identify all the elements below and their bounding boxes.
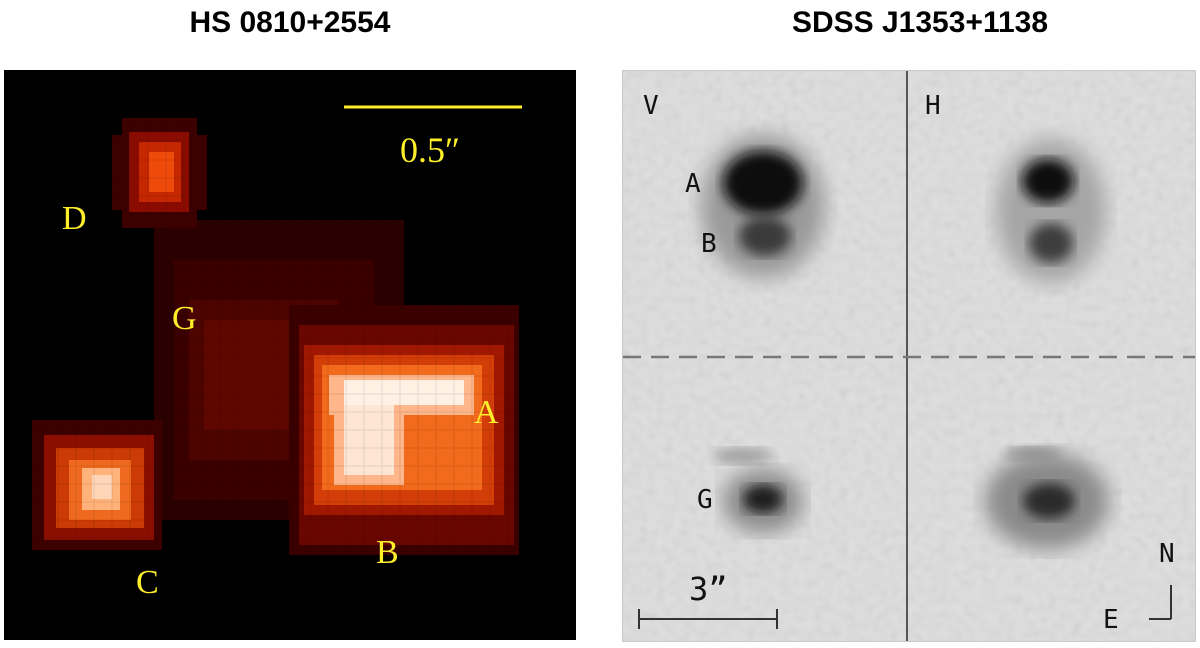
lens-image-sdss1353: V H A B G 3” N E xyxy=(622,70,1196,642)
lens-image-canvas xyxy=(4,70,576,640)
right-figure-title: SDSS J1353+1138 xyxy=(791,6,1049,39)
image-label-c: C xyxy=(136,564,159,601)
lens-image-hs0810: 0.5″ D G A B C xyxy=(4,70,576,640)
h-band-galaxy xyxy=(985,447,1109,549)
v-band-galaxy xyxy=(713,448,803,533)
grayscale-image-canvas xyxy=(623,71,1195,641)
image-label-g: G xyxy=(697,485,713,515)
image-label-a: A xyxy=(685,169,701,199)
image-label-b: B xyxy=(701,229,717,259)
h-band-quasar-ab xyxy=(996,139,1106,283)
image-label-a: A xyxy=(474,394,499,431)
image-label-b: B xyxy=(376,534,399,571)
left-figure-title: HS 0810+2554 xyxy=(189,6,391,39)
band-label-h: H xyxy=(925,91,941,121)
compass-arrows xyxy=(1149,585,1172,620)
scale-bar-label: 3” xyxy=(689,570,728,608)
compass-north-label: N xyxy=(1159,539,1175,569)
band-label-v: V xyxy=(643,91,659,121)
scale-bar-label: 0.5″ xyxy=(400,130,460,170)
compass-east-label: E xyxy=(1103,605,1119,635)
arcsec-scale-bar xyxy=(638,609,778,629)
v-band-quasar-ab xyxy=(701,134,825,278)
image-label-g: G xyxy=(172,300,197,337)
image-label-d: D xyxy=(62,200,87,237)
